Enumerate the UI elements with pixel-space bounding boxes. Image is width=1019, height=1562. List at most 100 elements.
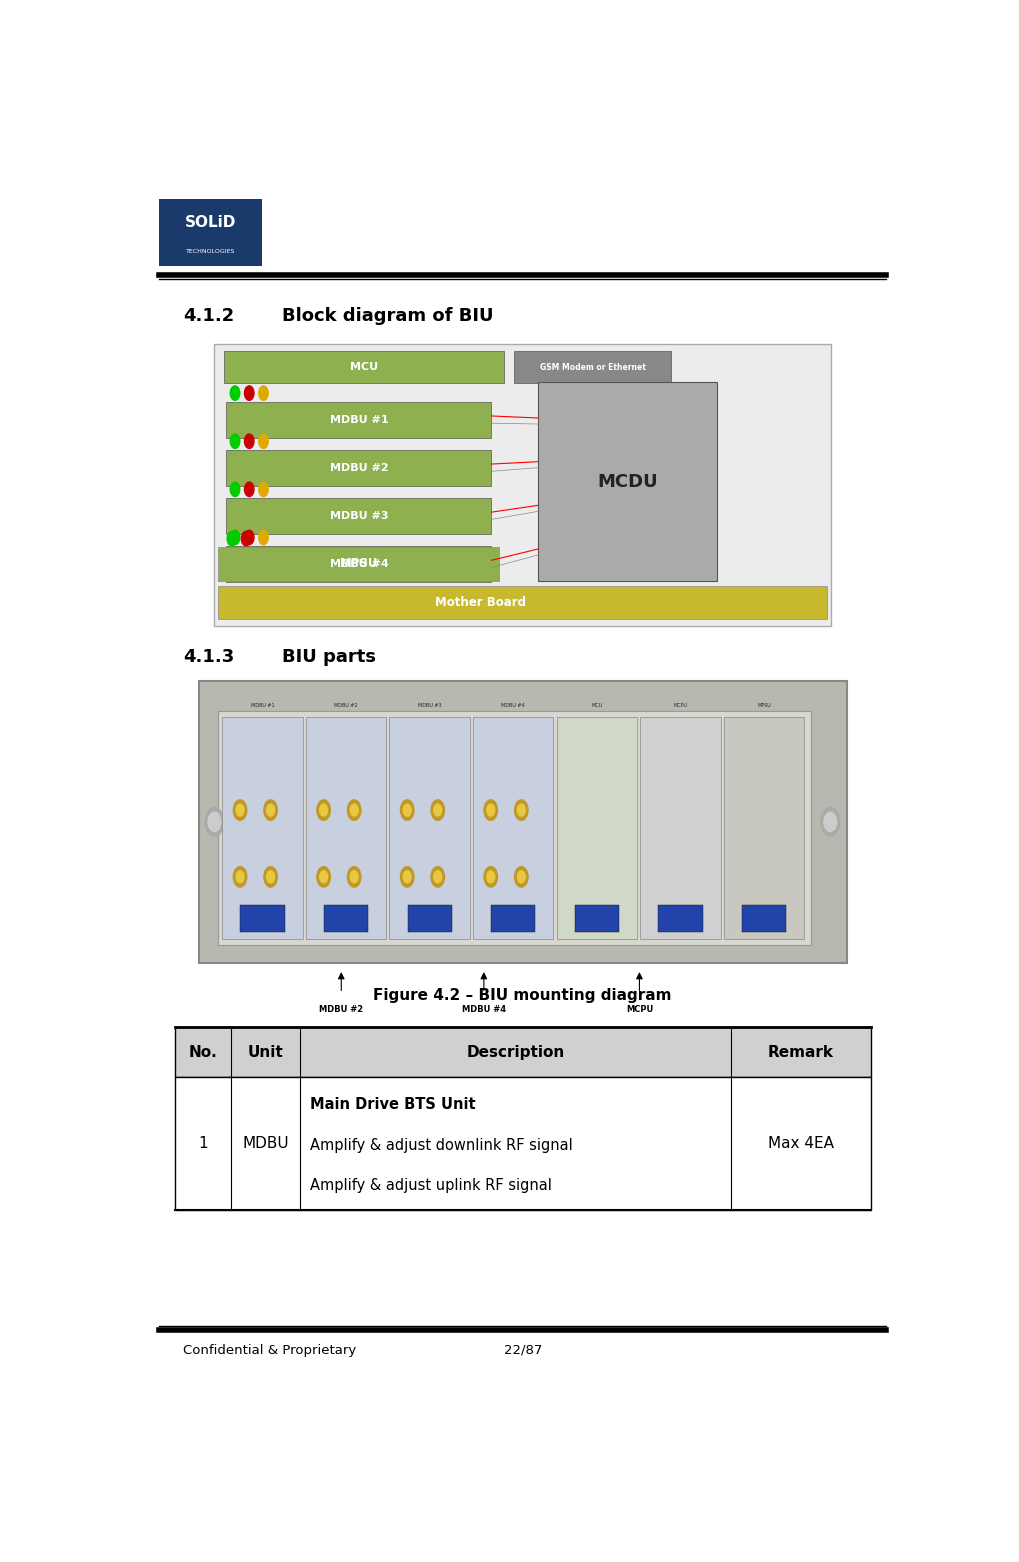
Circle shape [230, 386, 239, 400]
Text: Block diagram of BIU: Block diagram of BIU [281, 308, 492, 325]
Text: 4.1.3: 4.1.3 [182, 648, 233, 665]
FancyBboxPatch shape [175, 1078, 870, 1209]
Circle shape [403, 804, 411, 815]
FancyBboxPatch shape [723, 717, 803, 939]
Text: 1: 1 [198, 1136, 207, 1151]
FancyBboxPatch shape [741, 906, 786, 933]
Circle shape [820, 808, 839, 836]
FancyBboxPatch shape [306, 717, 386, 939]
Text: 4.1.2: 4.1.2 [182, 308, 233, 325]
Circle shape [259, 483, 268, 497]
FancyBboxPatch shape [657, 906, 702, 933]
Circle shape [400, 800, 414, 820]
Circle shape [230, 530, 239, 545]
FancyBboxPatch shape [640, 717, 719, 939]
Circle shape [823, 812, 836, 831]
Text: MDBU #1: MDBU #1 [329, 414, 388, 425]
Text: Max 4EA: Max 4EA [767, 1136, 834, 1151]
FancyBboxPatch shape [240, 906, 284, 933]
Text: MDBU #2: MDBU #2 [319, 1006, 363, 1014]
Text: MDBU #2: MDBU #2 [329, 462, 388, 473]
FancyBboxPatch shape [226, 401, 491, 437]
FancyBboxPatch shape [199, 681, 846, 964]
Text: Unit: Unit [248, 1045, 283, 1059]
Circle shape [484, 867, 497, 887]
Circle shape [264, 800, 277, 820]
Text: Amplify & adjust uplink RF signal: Amplify & adjust uplink RF signal [310, 1178, 551, 1193]
Text: Description: Description [467, 1045, 565, 1059]
Circle shape [319, 804, 327, 815]
FancyBboxPatch shape [408, 906, 451, 933]
Circle shape [514, 800, 528, 820]
FancyBboxPatch shape [574, 906, 619, 933]
Circle shape [245, 386, 254, 400]
Text: MCPU: MCPU [673, 703, 687, 708]
Circle shape [235, 872, 244, 883]
Text: MDBU #4: MDBU #4 [501, 703, 525, 708]
Text: BIU parts: BIU parts [281, 648, 375, 665]
Text: MDBU #4: MDBU #4 [462, 1006, 505, 1014]
Circle shape [266, 872, 274, 883]
Text: SOLiD: SOLiD [184, 216, 236, 230]
Text: MDBU #2: MDBU #2 [334, 703, 358, 708]
Circle shape [317, 800, 330, 820]
Text: 22/87: 22/87 [503, 1343, 541, 1357]
Circle shape [259, 386, 268, 400]
Circle shape [433, 872, 441, 883]
Circle shape [259, 530, 268, 545]
Circle shape [347, 800, 361, 820]
FancyBboxPatch shape [514, 351, 671, 384]
Text: GSM Modem or Ethernet: GSM Modem or Ethernet [539, 362, 645, 372]
Circle shape [235, 804, 244, 815]
Circle shape [230, 434, 239, 448]
Circle shape [245, 434, 254, 448]
FancyBboxPatch shape [218, 586, 826, 619]
Text: MDBU #4: MDBU #4 [329, 559, 388, 569]
Circle shape [486, 872, 494, 883]
Text: Main Drive BTS Unit: Main Drive BTS Unit [310, 1097, 475, 1112]
Circle shape [242, 531, 251, 545]
Text: Confidential & Proprietary: Confidential & Proprietary [182, 1343, 356, 1357]
Circle shape [431, 800, 444, 820]
Text: MPSU: MPSU [756, 703, 770, 708]
Circle shape [319, 872, 327, 883]
Circle shape [433, 804, 441, 815]
Text: MCDU: MCDU [597, 473, 657, 490]
Text: MCPU: MCPU [626, 1006, 652, 1014]
Circle shape [514, 867, 528, 887]
Text: Amplify & adjust downlink RF signal: Amplify & adjust downlink RF signal [310, 1137, 572, 1153]
Circle shape [227, 531, 236, 545]
Text: MDBU #3: MDBU #3 [329, 511, 388, 520]
Circle shape [317, 867, 330, 887]
Text: MCU: MCU [350, 362, 378, 372]
Text: MPSU: MPSU [339, 558, 378, 570]
Circle shape [517, 804, 525, 815]
Circle shape [230, 483, 239, 497]
Circle shape [350, 872, 358, 883]
Circle shape [245, 483, 254, 497]
FancyBboxPatch shape [226, 545, 491, 583]
Text: MDBU #1: MDBU #1 [251, 703, 274, 708]
Text: Remark: Remark [767, 1045, 834, 1059]
Circle shape [205, 808, 224, 836]
Text: No.: No. [189, 1045, 217, 1059]
Text: MCU: MCU [591, 703, 602, 708]
Circle shape [266, 804, 274, 815]
FancyBboxPatch shape [473, 717, 553, 939]
Text: MDBU: MDBU [242, 1136, 288, 1151]
Circle shape [400, 867, 414, 887]
Circle shape [233, 867, 247, 887]
Circle shape [403, 872, 411, 883]
Text: MDBU #3: MDBU #3 [418, 703, 441, 708]
Circle shape [484, 800, 497, 820]
Text: TECHNOLOGIES: TECHNOLOGIES [185, 248, 235, 253]
FancyBboxPatch shape [226, 498, 491, 534]
Circle shape [431, 867, 444, 887]
FancyBboxPatch shape [556, 717, 637, 939]
FancyBboxPatch shape [214, 344, 830, 626]
FancyBboxPatch shape [491, 906, 535, 933]
Circle shape [517, 872, 525, 883]
Circle shape [245, 530, 254, 545]
FancyBboxPatch shape [226, 450, 491, 486]
Circle shape [347, 867, 361, 887]
